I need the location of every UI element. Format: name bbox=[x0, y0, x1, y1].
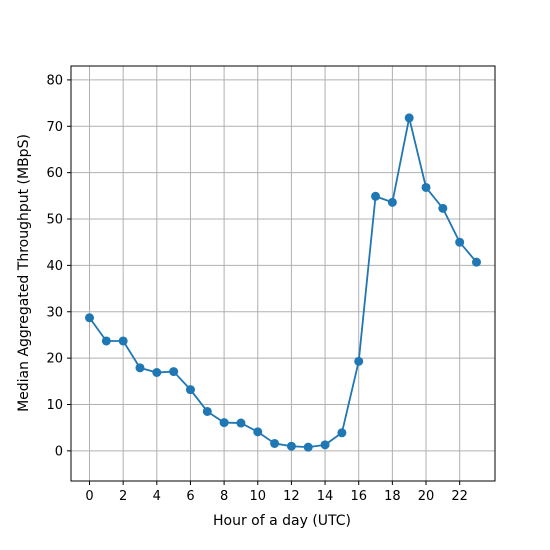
x-tick-label: 22 bbox=[451, 489, 468, 504]
data-point bbox=[118, 336, 128, 346]
x-tick-label: 12 bbox=[283, 489, 300, 504]
data-point bbox=[371, 191, 381, 201]
y-tick-label: 20 bbox=[46, 352, 63, 367]
data-point bbox=[337, 428, 347, 438]
data-point bbox=[185, 385, 195, 395]
data-point bbox=[421, 182, 431, 192]
x-tick-label: 16 bbox=[350, 489, 367, 504]
y-tick-label: 60 bbox=[46, 166, 63, 181]
data-point bbox=[135, 363, 145, 373]
grid-lines bbox=[71, 66, 495, 481]
data-point bbox=[455, 237, 465, 247]
data-point bbox=[101, 336, 111, 346]
tick-marks bbox=[67, 79, 461, 485]
x-tick-label: 18 bbox=[384, 489, 401, 504]
data-series bbox=[85, 113, 481, 452]
data-point bbox=[270, 438, 280, 448]
data-point bbox=[354, 356, 364, 366]
data-point bbox=[438, 203, 448, 213]
y-tick-label: 10 bbox=[46, 398, 63, 413]
data-point bbox=[320, 440, 330, 450]
data-point bbox=[219, 418, 229, 428]
data-point bbox=[303, 442, 313, 452]
x-tick-label: 2 bbox=[119, 489, 127, 504]
data-point bbox=[202, 406, 212, 416]
data-point bbox=[169, 367, 179, 377]
data-point bbox=[253, 427, 263, 437]
data-point bbox=[236, 418, 246, 428]
x-tick-label: 6 bbox=[186, 489, 194, 504]
tick-labels: 0 2 4 6 8 10 12 14 16 18 20 22 0 10 20 30 40 50 60 70 80 bbox=[46, 73, 467, 504]
x-tick-label: 0 bbox=[85, 489, 93, 504]
x-tick-label: 14 bbox=[317, 489, 334, 504]
y-tick-label: 50 bbox=[46, 213, 63, 228]
data-point bbox=[404, 113, 414, 123]
plot-frame bbox=[70, 65, 496, 482]
x-tick-label: 10 bbox=[249, 489, 266, 504]
y-tick-label: 80 bbox=[46, 73, 63, 88]
x-tick-label: 20 bbox=[418, 489, 435, 504]
y-tick-label: 40 bbox=[46, 259, 63, 274]
x-tick-label: 8 bbox=[220, 489, 228, 504]
x-axis-title: Hour of a day (UTC) bbox=[213, 513, 351, 529]
data-point bbox=[85, 313, 95, 323]
y-tick-label: 30 bbox=[46, 305, 63, 320]
data-point bbox=[471, 257, 481, 267]
y-axis-title: Median Aggregated Throughput (MBpS) bbox=[16, 134, 32, 412]
axes bbox=[70, 65, 496, 482]
data-point bbox=[286, 441, 296, 451]
data-point bbox=[152, 367, 162, 377]
x-tick-label: 4 bbox=[153, 489, 161, 504]
y-tick-label: 0 bbox=[55, 444, 63, 459]
y-tick-label: 70 bbox=[46, 120, 63, 135]
data-point bbox=[387, 197, 397, 207]
